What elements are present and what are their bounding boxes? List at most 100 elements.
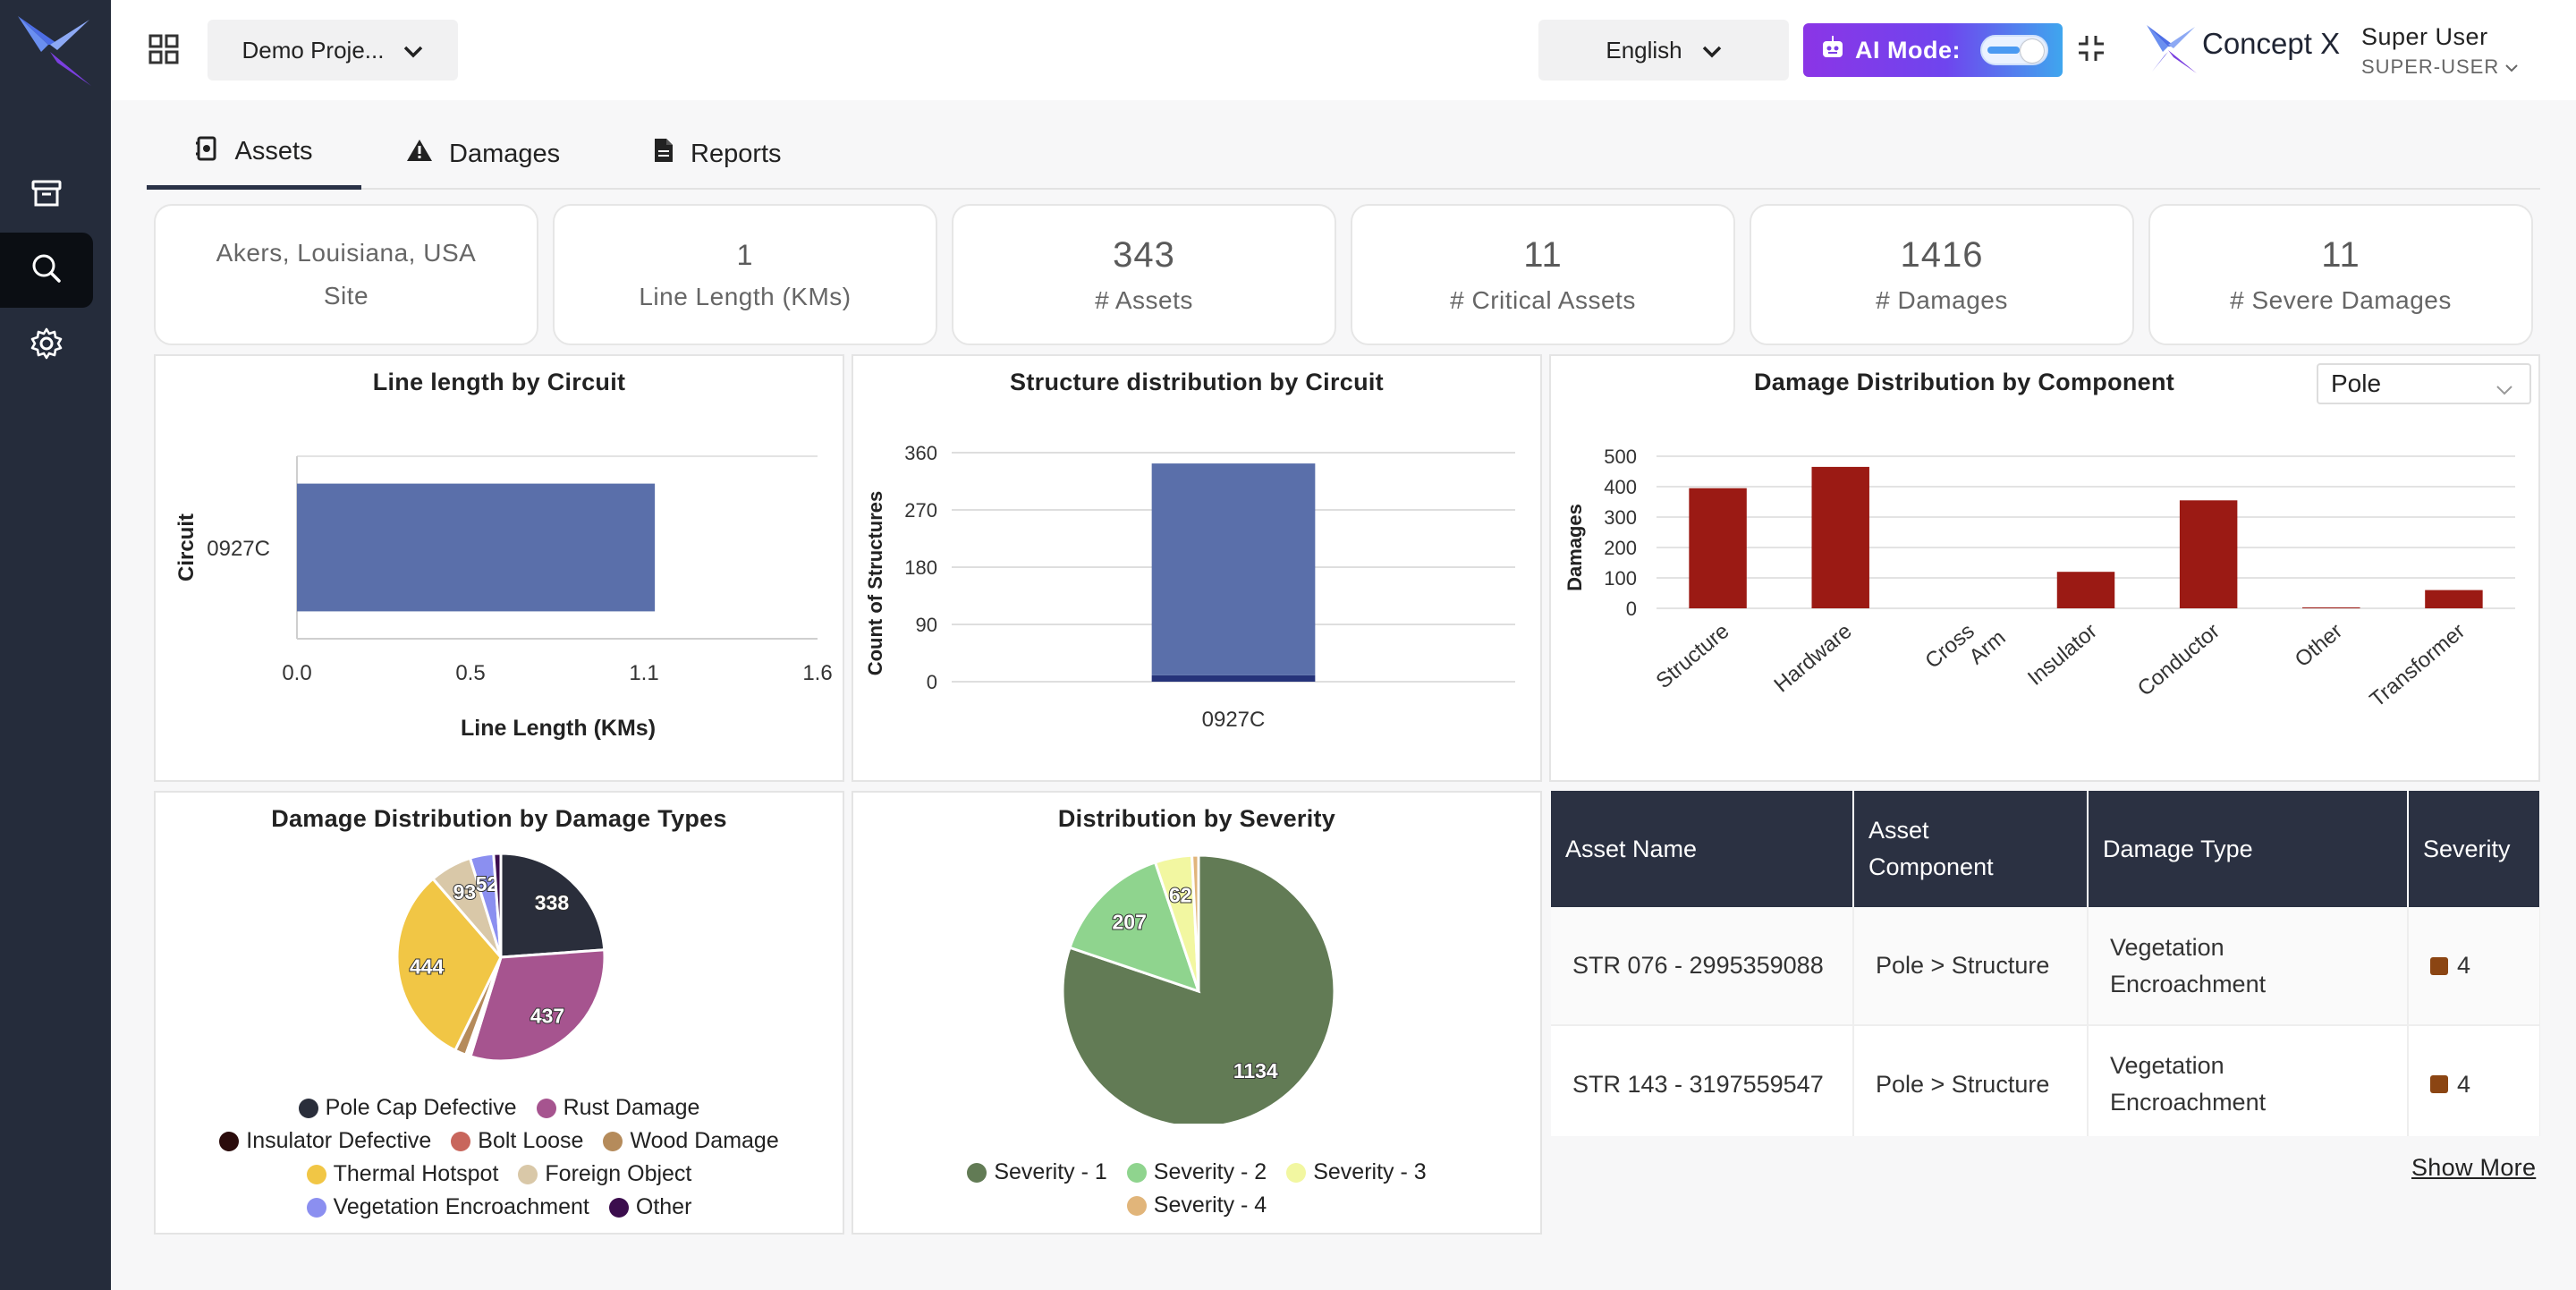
apps-grid-icon[interactable] [148,34,179,69]
slice-label: 1134 [1233,1059,1278,1082]
legend-item[interactable]: Rust Damage [536,1095,700,1121]
x-tick-label: Conductor [2133,619,2224,701]
legend-swatch [518,1164,538,1184]
legend-label: Wood Damage [630,1128,779,1153]
ai-mode-toggle[interactable] [1980,35,2048,65]
slice-label: 207 [1113,911,1147,934]
severe-damages-value: 11 [2321,234,2360,275]
pie-slice[interactable] [499,852,606,959]
user-name[interactable]: Super User [2361,23,2488,50]
bar-segment[interactable] [1151,675,1316,682]
legend-item[interactable]: Foreign Object [518,1161,691,1187]
legend-item[interactable]: Wood Damage [603,1128,779,1154]
column-header-severity[interactable]: Severity [2408,791,2540,907]
slice-label: 62 [1169,883,1192,906]
tab-damages[interactable]: Damages [406,118,560,190]
pie-slice[interactable] [469,948,606,1063]
tab-label: Damages [449,139,561,168]
x-tick-label: 1.6 [802,661,832,685]
x-tick-label: Insulator [2023,619,2102,691]
bar[interactable] [2425,590,2483,608]
language-select-value: English [1606,36,1682,64]
sidebar-item-search[interactable] [0,233,93,308]
collapse-icon[interactable] [2075,32,2107,69]
bar-segment[interactable] [1151,463,1316,675]
legend-label: Insulator Defective [246,1128,432,1153]
legend-item[interactable]: Thermal Hotspot [306,1161,498,1187]
legend-swatch [603,1131,623,1151]
legend-item[interactable]: Insulator Defective [219,1128,431,1154]
legend-item[interactable]: Severity - 1 [967,1159,1107,1185]
x-tick-label: 0927C [1202,708,1266,732]
robot-icon [1819,34,1846,67]
legend-swatch [1286,1162,1307,1183]
tab-assets[interactable]: Assets [147,118,361,190]
archive-icon [31,179,62,212]
language-select[interactable]: English [1538,20,1789,81]
pie-slice[interactable] [492,852,503,958]
chart-title: Line length by Circuit [372,369,626,395]
slice-label: 338 [535,891,570,914]
legend-label: Foreign Object [545,1161,692,1186]
x-tick-label: CrossArm [1920,607,2010,693]
bar[interactable] [2056,572,2115,608]
bar[interactable] [2179,500,2238,608]
legend-label: Bolt Loose [478,1128,584,1153]
x-tick-label: 1.1 [629,661,658,685]
severity-cell: 4 [2408,907,2540,1026]
pie-slice[interactable] [1061,853,1336,1124]
y-tick-label: 500 [1604,446,1637,468]
damages-label: # Damages [1876,285,2008,314]
legend-item[interactable]: Pole Cap Defective [298,1095,517,1121]
x-tick-label: 0.5 [455,661,485,685]
pie-slice[interactable] [395,877,503,1053]
legend-swatch [306,1164,326,1184]
bar[interactable] [297,483,656,612]
legend-item[interactable]: Vegetation Encroachment [306,1194,589,1220]
severity-swatch [2430,956,2448,975]
sidebar [0,0,111,1290]
chevron-down-icon [1702,37,1722,64]
bar[interactable] [1811,466,1869,608]
component-chart-panel: Damage Distribution by Component 0 100 200… [1549,354,2540,782]
asset-name-cell: STR 076 - 2995359088 [1551,907,1854,1026]
x-tick-label: Transformer [2366,619,2470,712]
table-row[interactable]: STR 076 - 2995359088 Pole > Structure Ve… [1551,907,2540,1026]
slice-label: 437 [530,1004,564,1027]
tab-bar: Assets Damages Reports [147,118,2540,190]
user-role-menu[interactable]: SUPER-USER [2361,55,2519,79]
legend-swatch [967,1162,987,1183]
line-length-label: Line Length (KMs) [639,282,852,310]
pie-slice[interactable] [1191,853,1200,992]
tab-reports[interactable]: Reports [653,118,782,190]
bar[interactable] [2302,607,2360,608]
legend-item[interactable]: Severity - 2 [1126,1159,1267,1185]
structure-chart-panel: Structure distribution by Circuit 0 90 180… [852,354,1542,782]
column-header-asset-name[interactable]: Asset Name [1551,791,1854,907]
bar[interactable] [1689,488,1747,608]
component-chart: 0 100 200 300 400 500 Structure Hardware CrossAr… [1563,446,2515,712]
asset-name-cell: STR 143 - 3197559547 [1551,1025,1854,1136]
app-logo[interactable] [13,11,97,86]
ai-mode-control[interactable]: AI Mode: [1803,23,2063,77]
component-cell: Pole > Structure [1853,907,2089,1026]
sidebar-item-archive[interactable] [0,157,93,233]
sidebar-item-settings[interactable] [0,308,93,383]
assets-card: 343 # Assets [952,204,1336,345]
legend-item[interactable]: Severity - 3 [1286,1159,1427,1185]
legend-item[interactable]: Severity - 4 [1126,1192,1267,1218]
legend-item[interactable]: Other [608,1194,691,1220]
project-select[interactable]: Demo Proje... [208,20,458,81]
column-header-asset-component[interactable]: Asset Component [1853,791,2089,907]
component-filter-select[interactable]: Pole [2317,363,2531,404]
legend-label: Pole Cap Defective [325,1095,517,1120]
column-header-damage-type[interactable]: Damage Type [2088,791,2409,907]
severity-chart-panel: Distribution by Severity 1134 207 62 Sever… [852,791,1542,1235]
legend-label: Rust Damage [563,1095,700,1120]
table-row[interactable]: STR 143 - 3197559547 Pole > Structure Ve… [1551,1025,2540,1136]
legend-item[interactable]: Bolt Loose [451,1128,583,1154]
y-tick-label: 270 [904,499,937,522]
show-more-link[interactable]: Show More [2411,1154,2537,1181]
pie-slice[interactable] [1068,861,1201,994]
legend-label: Severity - 3 [1313,1159,1427,1184]
